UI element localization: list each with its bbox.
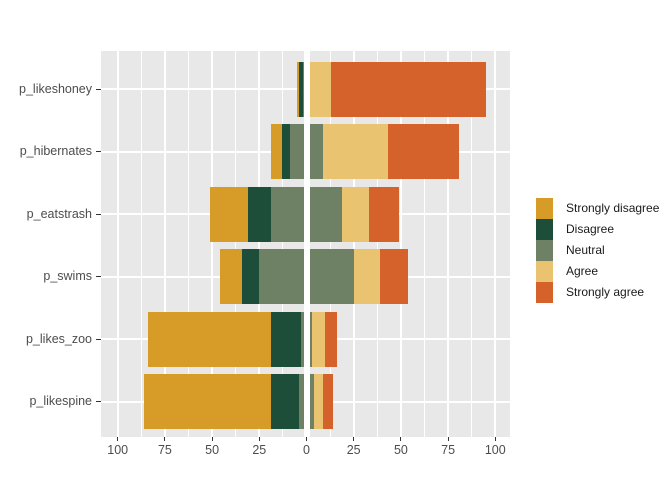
gridline-major — [163, 51, 166, 437]
gridline-minor — [376, 51, 378, 437]
x-axis-tick — [400, 437, 402, 441]
bar-segment-strongly-disagree — [147, 311, 271, 367]
x-axis-tick-label: 75 — [441, 443, 456, 457]
bar-segment-strongly-disagree — [270, 124, 282, 179]
bar-segment-strongly-agree — [323, 374, 333, 429]
gridline-minor — [235, 51, 237, 437]
legend-swatch-strongly-agree — [536, 282, 553, 303]
bar-segment-strongly-agree — [368, 186, 399, 242]
x-axis-tick-label: 0 — [303, 443, 310, 457]
x-axis-tick — [306, 437, 307, 441]
x-axis-tick-label: 25 — [346, 443, 361, 457]
bar-segment-strongly-agree — [331, 61, 486, 117]
y-axis-tick — [96, 213, 101, 215]
x-axis-tick — [447, 437, 449, 441]
bar-segment-strongly-agree — [380, 249, 409, 304]
bar-segment-disagree — [270, 374, 299, 429]
gridline-major — [447, 51, 450, 437]
gridline-minor — [188, 51, 189, 437]
bar-segment-agree — [323, 124, 388, 179]
x-axis-tick — [117, 437, 119, 441]
bar-segment-strongly-agree — [387, 124, 460, 179]
legend-swatch-neutral — [536, 240, 553, 261]
gridline-minor — [471, 51, 473, 437]
y-axis-category-label: p_hibernates — [19, 144, 92, 158]
bar-segment-strongly-disagree — [297, 61, 299, 117]
plot-panel — [101, 51, 510, 437]
bar-segment-disagree — [298, 61, 303, 117]
gridline-major — [352, 51, 355, 437]
legend-label: Strongly disagree — [566, 201, 660, 215]
legend-swatch-disagree — [536, 219, 553, 240]
x-axis-tick — [258, 437, 260, 441]
gridline-minor — [329, 51, 331, 437]
y-axis-category-label: p_likeshoney — [19, 81, 92, 96]
x-axis-tick — [494, 437, 496, 441]
x-axis-tick — [164, 437, 166, 441]
y-axis-tick — [96, 88, 101, 90]
bar-segment-strongly-disagree — [210, 186, 248, 242]
legend-label: Agree — [566, 264, 599, 278]
gridline-major — [494, 51, 497, 437]
y-axis-tick — [96, 401, 101, 402]
legend-swatch-strongly-disagree — [536, 198, 553, 219]
zero-reference-line — [303, 51, 310, 437]
bar-segment-disagree — [247, 186, 271, 242]
bar-segment-strongly-agree — [325, 311, 337, 367]
x-axis-tick-label: 50 — [393, 443, 408, 457]
legend-label: Strongly agree — [566, 285, 645, 299]
y-axis-category-label: p_likespine — [29, 394, 92, 408]
x-axis-tick — [353, 437, 355, 441]
y-axis-category-label: p_likes_zoo — [25, 331, 92, 346]
y-axis-tick — [96, 151, 101, 152]
y-axis-tick — [96, 338, 101, 340]
x-axis-tick-label: 100 — [484, 443, 506, 457]
y-axis-category-label: p_swims — [43, 269, 92, 283]
y-axis-tick — [96, 276, 101, 277]
gridline-minor — [140, 51, 142, 437]
y-axis-category-label: p_eatstrash — [26, 206, 92, 221]
legend-swatch-agree — [536, 261, 553, 282]
x-axis-tick — [211, 437, 213, 441]
x-axis-tick-label: 75 — [157, 443, 172, 457]
bar-segment-disagree — [242, 249, 260, 304]
bar-segment-agree — [353, 249, 381, 304]
bar-segment-agree — [342, 186, 369, 242]
bar-segment-agree — [312, 311, 326, 367]
gridline-minor — [282, 51, 284, 437]
gridline-major — [211, 51, 214, 437]
bar-segment-disagree — [270, 311, 301, 367]
x-axis-tick-label: 50 — [205, 443, 220, 457]
bar-segment-disagree — [281, 124, 290, 179]
x-axis-tick-label: 100 — [107, 443, 129, 457]
legend-label: Neutral — [566, 243, 605, 257]
gridline-minor — [424, 51, 425, 437]
bar-segment-strongly-disagree — [144, 374, 271, 429]
x-axis-tick-label: 25 — [252, 443, 267, 457]
gridline-major — [116, 51, 119, 437]
bar-segment-agree — [310, 61, 332, 117]
legend-label: Disagree — [566, 222, 615, 236]
bar-segment-agree — [314, 374, 324, 429]
bar-segment-strongly-disagree — [219, 249, 243, 304]
gridline-major — [399, 51, 402, 437]
gridline-major — [258, 51, 261, 437]
